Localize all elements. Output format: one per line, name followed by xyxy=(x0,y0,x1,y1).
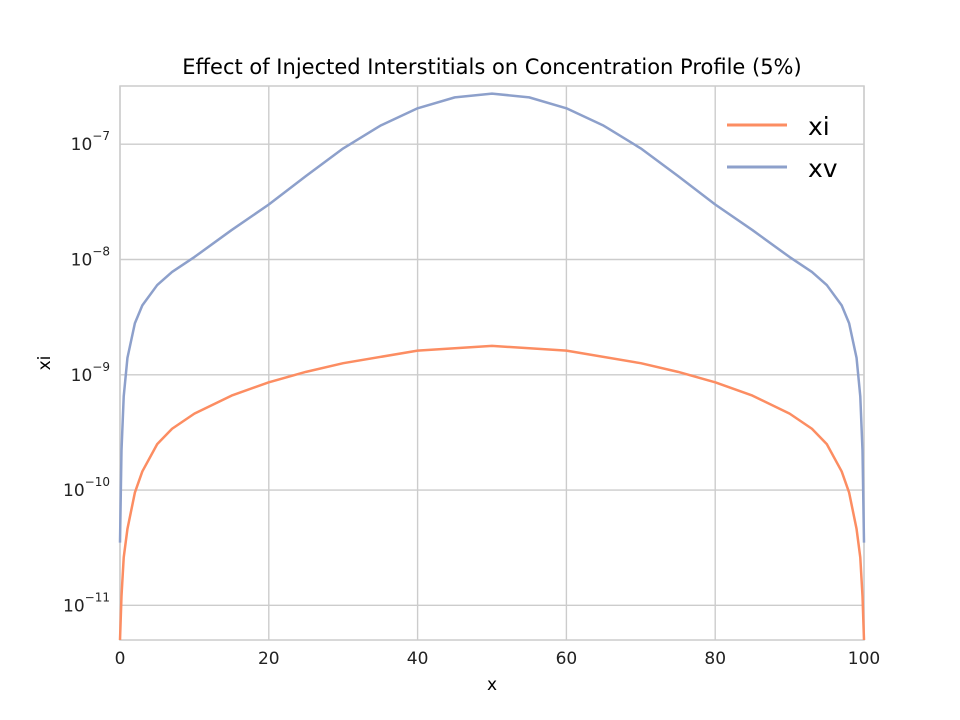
y-tick-label: 10−11 xyxy=(63,590,110,616)
y-tick-base: 10 xyxy=(71,135,93,155)
y-tick-exponent: −8 xyxy=(92,244,110,258)
y-tick-label: 10−9 xyxy=(71,360,110,386)
series-line-xi xyxy=(118,344,866,641)
y-tick-base: 10 xyxy=(71,366,93,386)
y-tick-exponent: −9 xyxy=(92,360,110,374)
y-tick-label: 10−8 xyxy=(71,244,110,270)
y-tick-base: 10 xyxy=(63,481,85,501)
y-tick-exponent: −10 xyxy=(85,475,110,489)
x-tick-label: 80 xyxy=(704,649,726,669)
grid-lines xyxy=(119,86,865,640)
y-tick-base: 10 xyxy=(63,596,85,616)
x-tick-label: 60 xyxy=(556,649,578,669)
series-lines xyxy=(118,92,866,641)
y-tick-exponent: −11 xyxy=(85,590,110,604)
x-axis-label: x xyxy=(487,675,497,695)
y-axis-label: xi xyxy=(35,356,55,371)
x-tick-label: 40 xyxy=(407,649,429,669)
chart-title: Effect of Injected Interstitials on Conc… xyxy=(182,55,801,79)
y-tick-label: 10−10 xyxy=(63,475,110,501)
series-line-xv xyxy=(118,92,866,543)
plot-frame xyxy=(119,85,865,641)
y-tick-exponent: −7 xyxy=(92,129,110,143)
legend-label-xi: xi xyxy=(808,112,830,141)
x-tick-label: 100 xyxy=(848,649,880,669)
y-tick-base: 10 xyxy=(71,250,93,270)
legend: xi xv xyxy=(727,112,838,183)
legend-label-xv: xv xyxy=(808,154,838,183)
y-tick-label: 10−7 xyxy=(71,129,110,155)
x-tick-label: 0 xyxy=(115,649,126,669)
x-tick-label: 20 xyxy=(258,649,280,669)
x-tick-labels: 0 20 40 60 80 100 xyxy=(115,649,881,669)
